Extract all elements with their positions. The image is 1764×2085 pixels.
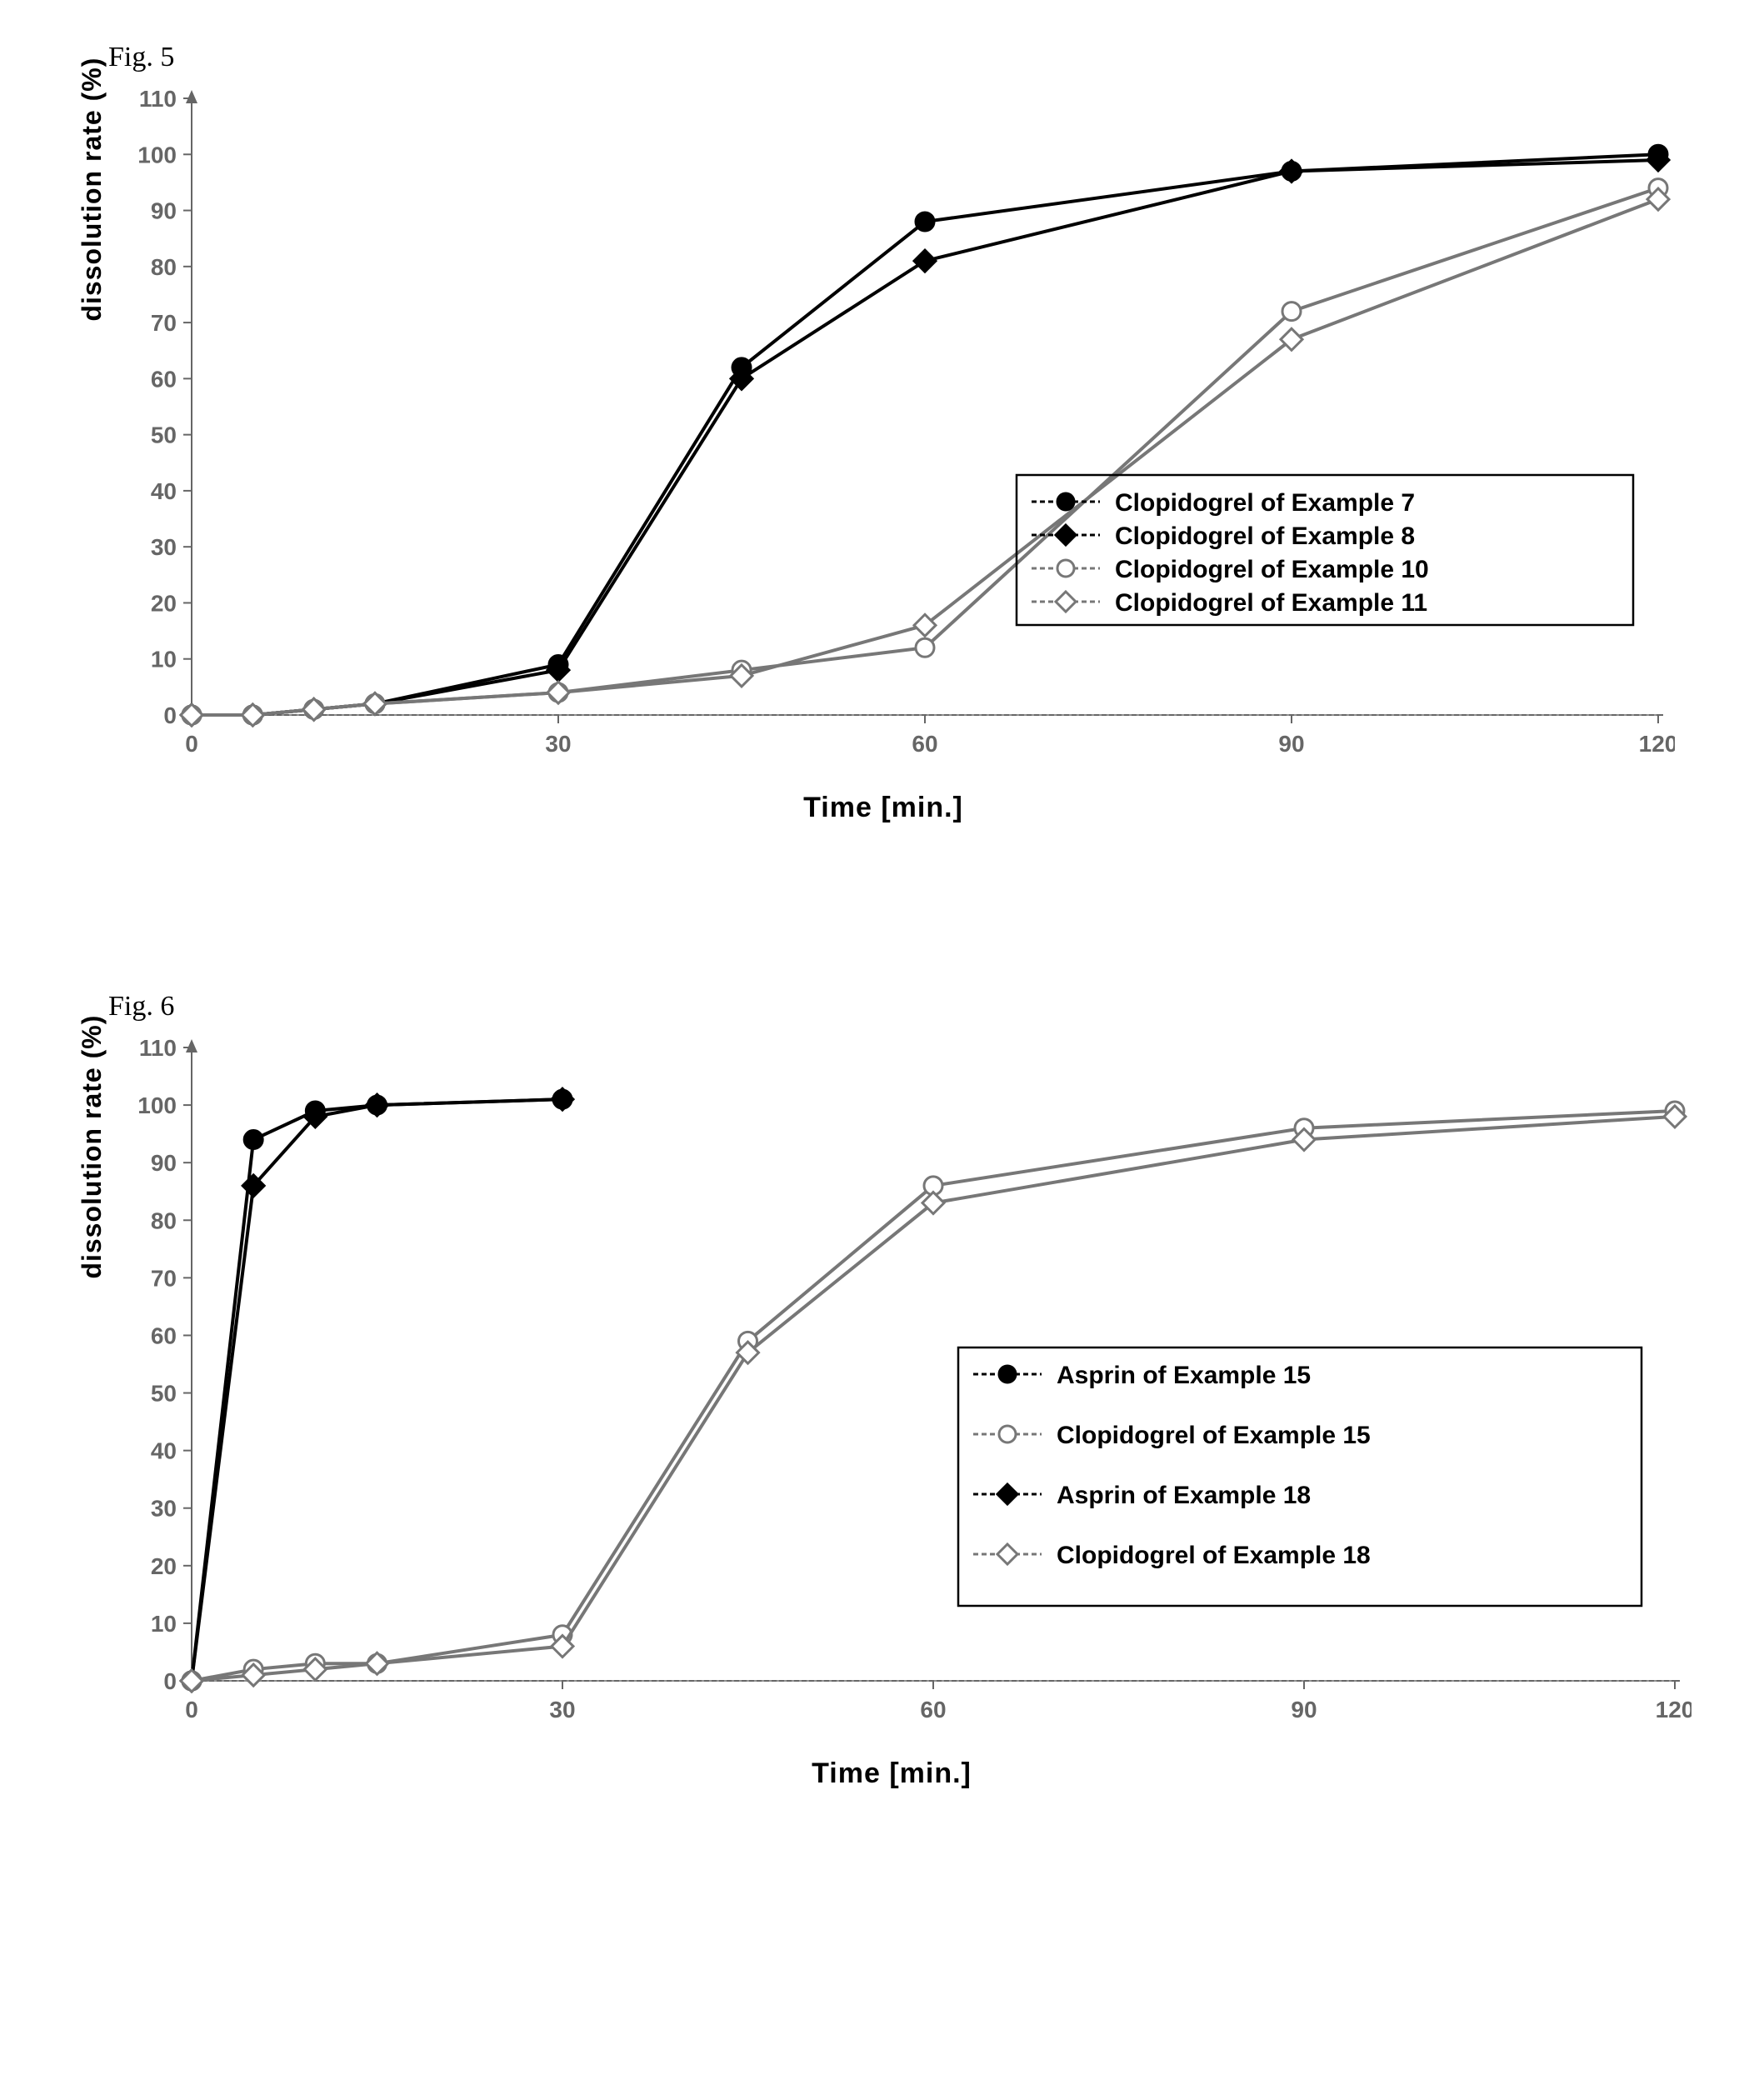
fig6-chart: dissolution rate (%) 0102030405060708090… <box>92 1031 1692 1790</box>
svg-text:0: 0 <box>163 702 177 728</box>
svg-text:40: 40 <box>151 478 177 504</box>
fig6-ylabel: dissolution rate (%) <box>77 1014 107 1278</box>
fig5-caption: Fig. 5 <box>108 42 1706 73</box>
svg-text:Clopidogrel of Example 18: Clopidogrel of Example 18 <box>1057 1542 1371 1569</box>
svg-text:60: 60 <box>920 1697 946 1722</box>
svg-text:Clopidogrel of Example 10: Clopidogrel of Example 10 <box>1115 556 1429 583</box>
svg-text:70: 70 <box>151 1265 177 1291</box>
svg-text:60: 60 <box>151 1322 177 1348</box>
fig5-chart: dissolution rate (%) 0102030405060708090… <box>92 82 1675 824</box>
svg-text:90: 90 <box>1278 731 1304 757</box>
svg-text:60: 60 <box>151 366 177 392</box>
svg-text:Clopidogrel of Example 15: Clopidogrel of Example 15 <box>1057 1422 1371 1449</box>
svg-text:Asprin of Example 18: Asprin of Example 18 <box>1057 1482 1311 1509</box>
svg-text:50: 50 <box>151 1381 177 1407</box>
figure-5: Fig. 5 dissolution rate (%) 0 10 20 30 40 50 6… <box>58 42 1706 824</box>
svg-text:10: 10 <box>151 1611 177 1637</box>
fig6-xlabel: Time [min.] <box>92 1758 1692 1790</box>
svg-text:90: 90 <box>151 198 177 224</box>
svg-text:Clopidogrel of Example 8: Clopidogrel of Example 8 <box>1115 522 1415 550</box>
svg-text:30: 30 <box>545 731 571 757</box>
fig6-svg: 0 10 20 30 40 50 60 70 80 90 100 110 0 30 60 90 120 Aspri… <box>92 1031 1692 1748</box>
svg-text:30: 30 <box>151 534 177 560</box>
fig5-ylabel: dissolution rate (%) <box>77 57 107 321</box>
svg-text:80: 80 <box>151 254 177 280</box>
svg-text:50: 50 <box>151 422 177 448</box>
svg-text:20: 20 <box>151 590 177 616</box>
svg-text:80: 80 <box>151 1208 177 1233</box>
svg-text:0: 0 <box>185 1697 198 1722</box>
svg-text:60: 60 <box>912 731 937 757</box>
svg-text:0: 0 <box>185 731 198 757</box>
svg-text:Clopidogrel of Example 7: Clopidogrel of Example 7 <box>1115 489 1415 517</box>
svg-text:120: 120 <box>1639 731 1675 757</box>
svg-text:100: 100 <box>137 1092 177 1118</box>
svg-text:30: 30 <box>151 1496 177 1522</box>
svg-text:40: 40 <box>151 1438 177 1464</box>
svg-text:90: 90 <box>1291 1697 1317 1722</box>
fig6-caption: Fig. 6 <box>108 991 1706 1022</box>
svg-text:70: 70 <box>151 310 177 336</box>
svg-text:20: 20 <box>151 1553 177 1579</box>
svg-text:0: 0 <box>163 1668 177 1694</box>
svg-text:110: 110 <box>139 1035 177 1061</box>
svg-text:Clopidogrel of Example 11: Clopidogrel of Example 11 <box>1115 589 1427 617</box>
svg-text:30: 30 <box>549 1697 575 1722</box>
svg-text:100: 100 <box>137 142 177 168</box>
fig5-svg: 0 10 20 30 40 50 60 70 80 90 100 110 0 30 60 90 120 Clopi… <box>92 82 1675 782</box>
svg-text:120: 120 <box>1656 1697 1692 1722</box>
svg-text:90: 90 <box>151 1150 177 1176</box>
svg-text:10: 10 <box>151 647 177 672</box>
svg-text:110: 110 <box>139 86 177 112</box>
fig5-xlabel: Time [min.] <box>92 792 1675 824</box>
svg-text:Asprin of Example 15: Asprin of Example 15 <box>1057 1362 1311 1389</box>
figure-6: Fig. 6 dissolution rate (%) 0 10 20 30 40 50 6… <box>58 991 1706 1790</box>
